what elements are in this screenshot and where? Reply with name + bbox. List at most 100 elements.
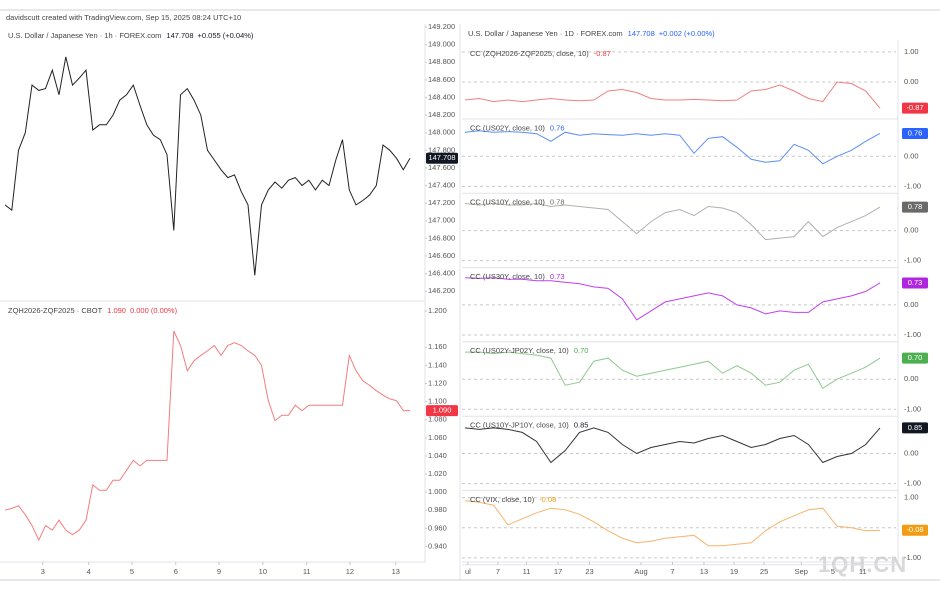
- last-value-badge: [902, 524, 928, 536]
- y-tick-label: 149.000: [428, 40, 455, 49]
- pane-name: CC (US10Y, close, 10): [470, 198, 545, 207]
- pane-name: CC (US30Y, close, 10): [470, 272, 545, 281]
- y-tick-label: 1.000: [428, 487, 447, 496]
- y-tick-label: 148.000: [428, 128, 455, 137]
- y-tick-label: 147.200: [428, 198, 455, 207]
- x-tick-label: 23: [585, 567, 593, 576]
- x-tick-label: 4: [87, 567, 91, 576]
- y-tick-label: 0.00: [904, 77, 919, 86]
- last-value-label: 147.708: [428, 153, 455, 162]
- price-line: [4, 56, 411, 276]
- right-price: 147.708: [628, 29, 655, 38]
- y-tick-label: -1.00: [904, 553, 921, 562]
- y-tick-label: 1.100: [428, 397, 447, 406]
- y-tick-label: 1.020: [428, 469, 447, 478]
- pane-name: ZQH2026-ZQF2025 · CBOT: [8, 306, 103, 315]
- pane-title: CC (US10Y-JP10Y, close, 10) 0.85: [470, 420, 588, 429]
- right-header: U.S. Dollar / Japanese Yen · 1D · FOREX.…: [468, 29, 715, 38]
- pane-name: CC (VIX, close, 10): [470, 495, 535, 504]
- y-tick-label: -1.00: [904, 256, 921, 265]
- x-tick-label: 11: [523, 567, 531, 576]
- pane-title: CC (US30Y, close, 10) 0.73: [470, 272, 565, 281]
- pane-value: -0.08: [539, 495, 556, 504]
- x-tick-label: 25: [760, 567, 768, 576]
- y-tick-label: 146.400: [428, 269, 455, 278]
- last-value-label: -0.08: [906, 525, 923, 534]
- y-tick-label: 148.400: [428, 92, 455, 101]
- y-tick-label: 148.600: [428, 75, 455, 84]
- y-tick-label: 148.800: [428, 57, 455, 66]
- y-tick-label: 149.200: [428, 22, 455, 31]
- y-tick-label: 1.080: [428, 415, 447, 424]
- y-tick-label: 0.00: [904, 300, 919, 309]
- pane-title: U.S. Dollar / Japanese Yen · 1h · FOREX.…: [8, 31, 254, 40]
- y-tick-label: 147.800: [428, 145, 455, 154]
- last-value-label: 0.85: [908, 423, 923, 432]
- x-tick-label: ul: [465, 567, 471, 576]
- y-tick-label: 1.060: [428, 433, 447, 442]
- price-line: [464, 427, 881, 464]
- pane-value: -0.87: [594, 49, 611, 58]
- header: davidscutt created with TradingView.com,…: [6, 13, 241, 22]
- pane-value: 0.70: [574, 346, 589, 355]
- pane-change: 0.000 (0.00%): [130, 306, 178, 315]
- pane-name: CC (ZQH2026-ZQF2025, close, 10): [470, 49, 589, 58]
- price-line: [4, 330, 410, 542]
- x-tick-label: 10: [259, 567, 267, 576]
- y-tick-label: 0.940: [428, 541, 447, 550]
- price-line: [464, 500, 881, 547]
- price-line: [464, 277, 881, 321]
- pane-title: CC (US02Y, close, 10) 0.76: [470, 123, 565, 132]
- pane-value: 1.090: [107, 306, 126, 315]
- y-tick-label: 1.00: [904, 493, 919, 502]
- price-line: [464, 81, 881, 109]
- y-tick-label: 148.200: [428, 110, 455, 119]
- x-tick-label: 19: [730, 567, 738, 576]
- pane-name: U.S. Dollar / Japanese Yen · 1h · FOREX.…: [8, 31, 161, 40]
- pane-title: ZQH2026-ZQF2025 · CBOT 1.090 0.000 (0.00%): [8, 306, 178, 315]
- y-tick-label: 1.160: [428, 342, 447, 351]
- x-tick-label: 11: [303, 567, 311, 576]
- last-value-badge: [426, 405, 458, 417]
- price-line: [464, 130, 881, 165]
- y-tick-label: 0.00: [904, 151, 919, 160]
- last-value-label: 0.76: [908, 128, 923, 137]
- y-tick-label: 0.00: [904, 374, 919, 383]
- y-tick-label: 1.140: [428, 360, 447, 369]
- x-tick-label: 11: [859, 567, 867, 576]
- last-value-label: 0.73: [908, 278, 923, 287]
- y-tick-label: 146.800: [428, 233, 455, 242]
- y-tick-label: 146.600: [428, 251, 455, 260]
- y-tick-label: -1.00: [904, 330, 921, 339]
- pane-change: +0.055 (+0.04%): [198, 31, 254, 40]
- last-value-label: 0.78: [908, 202, 923, 211]
- right-change: +0.002 (+0.00%): [659, 29, 715, 38]
- x-tick-label: Aug: [634, 567, 647, 576]
- y-tick-label: 0.960: [428, 523, 447, 532]
- y-tick-label: 0.00: [904, 448, 919, 457]
- y-tick-label: 1.040: [428, 451, 447, 460]
- x-tick-label: 3: [41, 567, 45, 576]
- pane-name: CC (US02Y, close, 10): [470, 123, 545, 132]
- x-tick-label: 13: [700, 567, 708, 576]
- x-tick-label: 5: [831, 567, 835, 576]
- x-tick-label: 5: [130, 567, 134, 576]
- last-value-badge: [902, 277, 928, 289]
- last-value-badge: [902, 422, 928, 434]
- y-tick-label: 1.200: [428, 306, 447, 315]
- y-tick-label: 1.00: [904, 47, 919, 56]
- last-value-badge: [902, 201, 928, 213]
- y-tick-label: 147.400: [428, 181, 455, 190]
- x-tick-label: 9: [217, 567, 221, 576]
- y-tick-label: 146.200: [428, 286, 455, 295]
- right-title: U.S. Dollar / Japanese Yen · 1D · FOREX.…: [468, 29, 623, 38]
- last-value-label: 0.70: [908, 353, 923, 362]
- x-tick-label: 13: [392, 567, 400, 576]
- last-value-badge: [426, 152, 458, 164]
- last-value-badge: [902, 127, 928, 139]
- y-tick-label: -1.00: [904, 181, 921, 190]
- pane-title: CC (US02Y-JP02Y, close, 10) 0.70: [470, 346, 588, 355]
- x-tick-label: Sep: [795, 567, 808, 576]
